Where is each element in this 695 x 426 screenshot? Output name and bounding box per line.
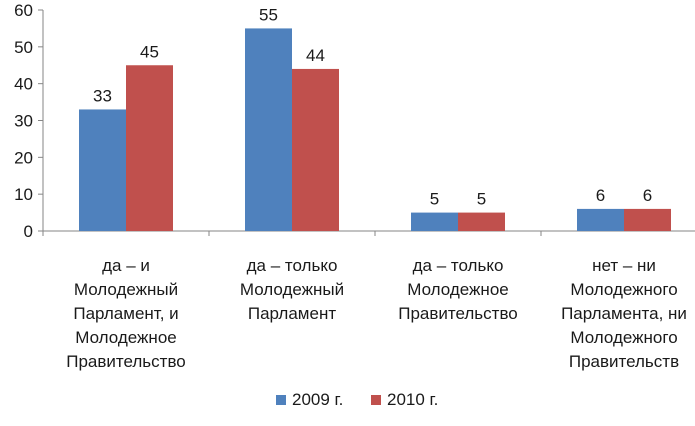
category-label-line: Парламент [248, 304, 336, 323]
bar [79, 109, 126, 231]
bar [292, 68, 339, 231]
category-label-line: Правительство [398, 304, 518, 323]
chart-legend: 2009 г. 2010 г. [276, 390, 438, 409]
category-labels: да – и Молодежный Парламент, и Молодежное Пр… [66, 256, 687, 371]
y-axis-tick-label: 0 [24, 222, 33, 241]
category-label-line: Молодежного [570, 280, 677, 299]
legend-swatch [371, 395, 381, 405]
data-label: 44 [306, 46, 325, 65]
category-label-line: да – только [247, 256, 338, 275]
category-label-line: Молодежное [407, 280, 508, 299]
category-label-line: Парламента, ни [561, 304, 687, 323]
y-axis-ticks: 0 10 20 30 40 50 60 [14, 1, 43, 241]
category-label-line: Правительство [66, 352, 186, 371]
y-axis-tick-label: 10 [14, 185, 33, 204]
data-label: 33 [93, 86, 112, 105]
bar [411, 212, 458, 231]
bar [624, 208, 671, 231]
bar [577, 208, 624, 231]
legend-label: 2009 г. [292, 390, 343, 409]
x-axis-category-label: да – и Молодежный Парламент, и Молодежное Пр… [66, 256, 186, 371]
chart-bars [79, 28, 671, 231]
data-label: 55 [259, 5, 278, 24]
category-label-line: Молодежного [570, 328, 677, 347]
bar [126, 65, 173, 231]
category-label-line: Молодежное [75, 328, 176, 347]
data-label: 5 [477, 190, 486, 209]
legend-label: 2010 г. [387, 390, 438, 409]
category-label-line: да – только [413, 256, 504, 275]
y-axis-tick-label: 30 [14, 112, 33, 131]
x-axis-category-label: нет – ни Молодежного Парламента, ни Молодеж… [561, 256, 687, 371]
category-label-line: нет – ни [592, 256, 656, 275]
y-axis-tick-label: 60 [14, 1, 33, 20]
x-axis-category-label: да – только Молодежное Правительство [398, 256, 518, 323]
data-label: 6 [643, 186, 652, 205]
category-label-line: Молодежный [240, 280, 344, 299]
category-label-line: Парламент, и [73, 304, 178, 323]
y-axis-tick-label: 50 [14, 38, 33, 57]
x-axis-category-label: да – только Молодежный Парламент [240, 256, 344, 323]
bar [458, 212, 505, 231]
category-label-line: да – и [102, 256, 150, 275]
legend-swatch [276, 395, 286, 405]
data-label: 45 [140, 42, 159, 61]
category-label-line: Правительств [569, 352, 679, 371]
y-axis-tick-label: 40 [14, 75, 33, 94]
data-label: 5 [430, 190, 439, 209]
category-label-line: Молодежный [74, 280, 178, 299]
data-label: 6 [596, 186, 605, 205]
bar [245, 28, 292, 231]
y-axis-tick-label: 20 [14, 148, 33, 167]
